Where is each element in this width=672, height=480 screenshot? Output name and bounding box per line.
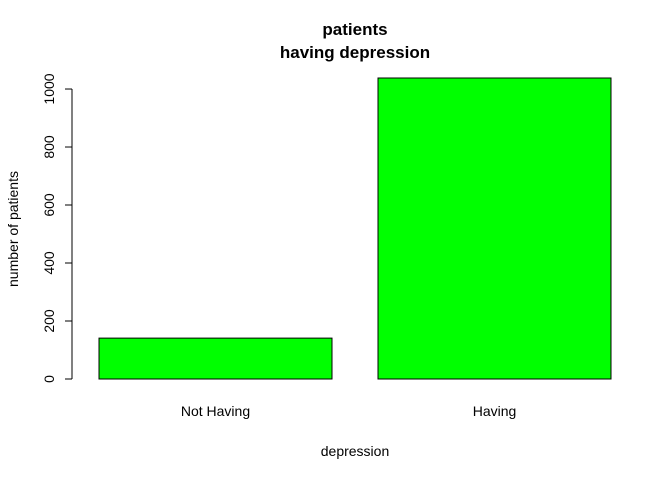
y-tick-label: 1000: [41, 73, 57, 104]
x-tick-labels: Not Having Having: [181, 403, 516, 419]
x-tick-label: Not Having: [181, 403, 250, 419]
y-tick-label: 600: [41, 193, 57, 217]
y-tick-label: 800: [41, 135, 57, 159]
y-tick-label: 200: [41, 309, 57, 333]
bar: [98, 337, 333, 380]
chart-title-line-2: having depression: [280, 43, 430, 62]
y-tick-label: 0: [41, 375, 57, 383]
bar: [377, 77, 612, 380]
y-axis: 0 200 400 600 800 1000: [41, 73, 73, 383]
bars: [98, 77, 612, 380]
y-axis-label: number of patients: [5, 171, 21, 287]
x-tick-label: Having: [473, 403, 517, 419]
y-tick-label: 400: [41, 251, 57, 275]
chart-title-line-1: patients: [322, 20, 387, 39]
x-axis-label: depression: [321, 443, 390, 459]
